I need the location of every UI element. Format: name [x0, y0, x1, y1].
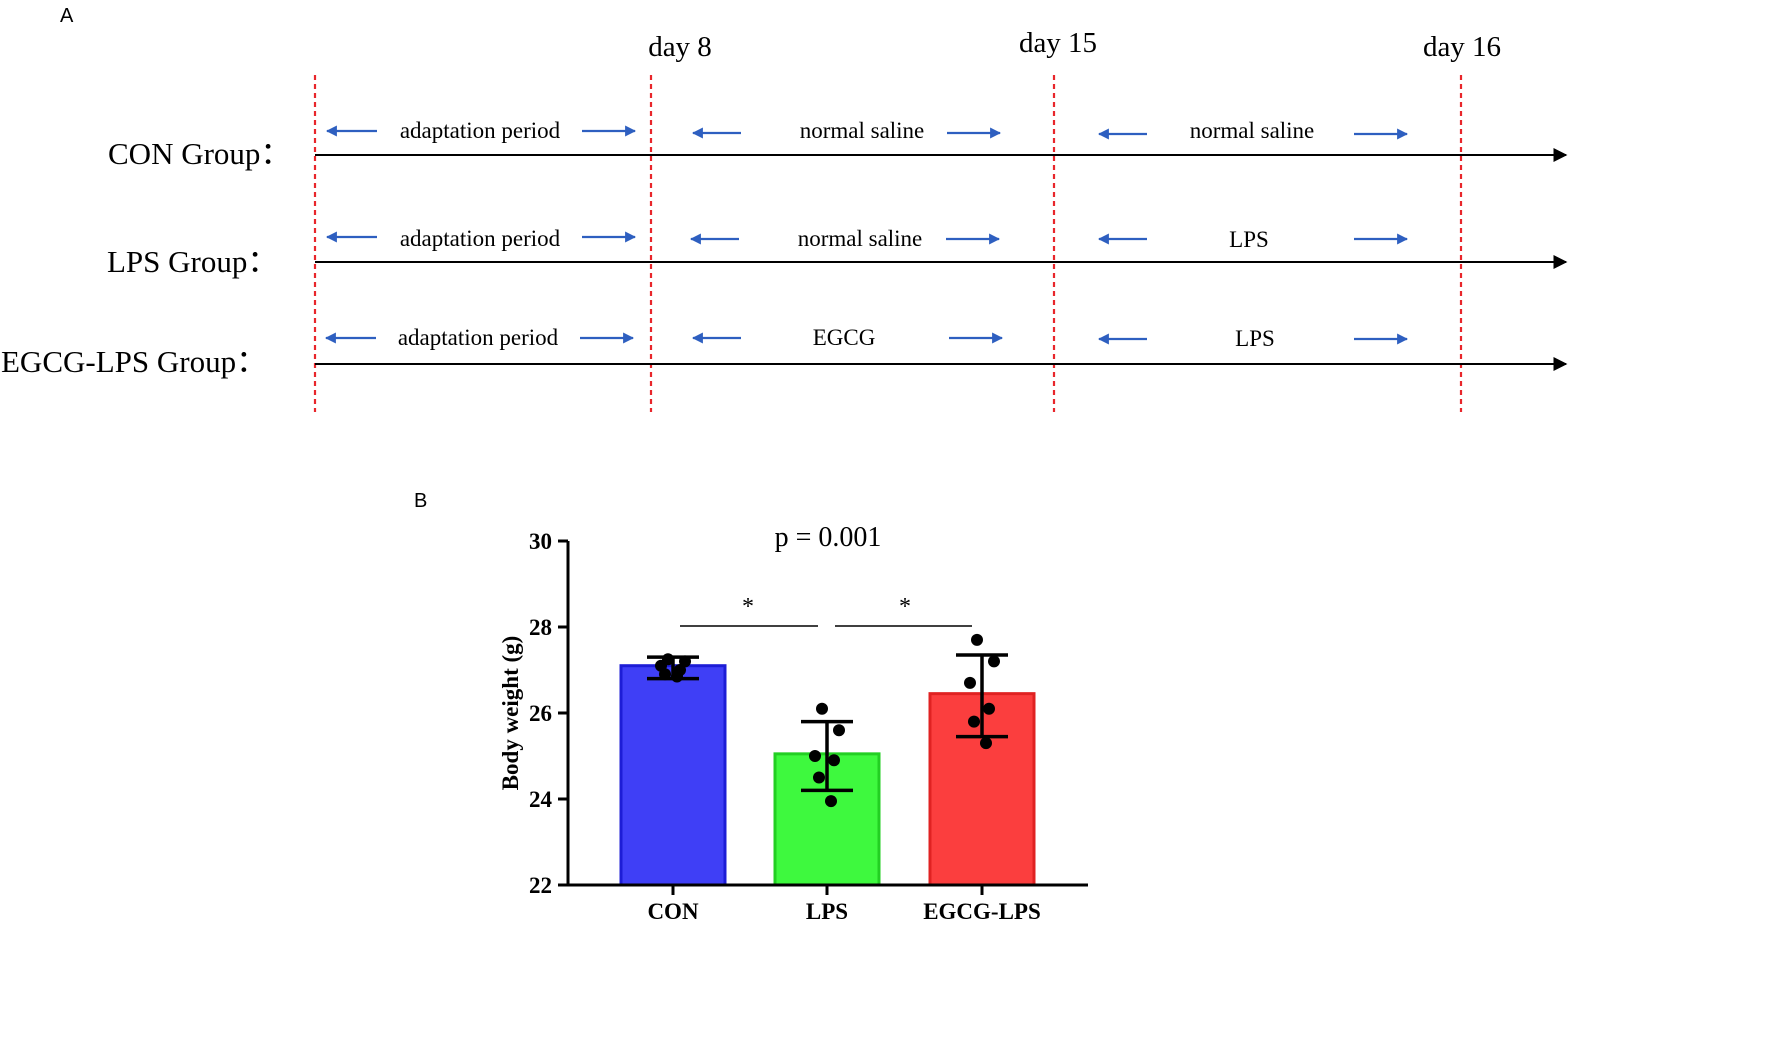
- group-label-lps: LPS Group：: [107, 244, 278, 279]
- y-tick-label: 22: [529, 873, 552, 898]
- data-points: [655, 633, 1000, 808]
- group-label-con: CON Group：: [108, 136, 291, 171]
- period-label: adaptation period: [400, 226, 561, 251]
- day-label-16: day 16: [1423, 31, 1501, 63]
- y-tick-label: 26: [529, 701, 552, 726]
- period-label: normal saline: [1190, 118, 1315, 143]
- x-tick-label: CON: [647, 899, 699, 924]
- panel-a: A day 8 day 15 day 16 CON Group： adaptat…: [1, 5, 1568, 412]
- timeline-row-con: CON Group： adaptation period normal sali…: [108, 118, 1568, 171]
- x-axis-labels: CON LPS EGCG-LPS: [647, 885, 1041, 924]
- period-label: EGCG: [813, 325, 876, 350]
- panel-b: B p = 0.001 Body weight (g) 22 24 26 28 30 C…: [414, 490, 1088, 924]
- period-label: LPS: [1229, 227, 1269, 252]
- timeline-row-egcg-lps: EGCG-LPS Group： adaptation period EGCG L…: [1, 325, 1568, 379]
- data-point: [988, 655, 1000, 668]
- x-tick-label: EGCG-LPS: [923, 899, 1041, 924]
- timeline-row-lps: LPS Group： adaptation period normal sali…: [107, 226, 1568, 279]
- p-value-text: p = 0.001: [775, 522, 882, 553]
- data-point: [825, 795, 837, 808]
- group-label-egcg-lps: EGCG-LPS Group：: [1, 344, 267, 379]
- bar-egcg-lps: [928, 692, 1036, 887]
- data-point: [816, 702, 828, 715]
- significance-star: *: [742, 594, 754, 620]
- data-point: [971, 633, 983, 646]
- day-label-15: day 15: [1019, 27, 1097, 59]
- day-label-8: day 8: [648, 31, 712, 63]
- panel-b-label: B: [414, 490, 427, 512]
- data-point: [828, 754, 840, 767]
- panel-a-label: A: [60, 5, 74, 27]
- bar-con: [619, 664, 727, 887]
- data-point: [968, 715, 980, 728]
- significance-star: *: [899, 594, 911, 620]
- error-bars: [647, 653, 1008, 793]
- data-point: [659, 668, 671, 681]
- period-label: normal saline: [800, 118, 925, 143]
- data-point: [809, 750, 821, 762]
- bars: [619, 664, 1036, 887]
- y-axis-ticks: 22 24 26 28 30: [529, 529, 568, 898]
- data-point: [964, 676, 976, 689]
- data-point: [980, 737, 992, 750]
- y-axis-label: Body weight (g): [498, 636, 523, 791]
- y-tick-label: 28: [529, 615, 552, 640]
- period-label: LPS: [1235, 326, 1275, 351]
- period-label: normal saline: [798, 226, 923, 251]
- data-point: [671, 670, 683, 683]
- y-tick-label: 30: [529, 529, 552, 554]
- data-point: [813, 771, 825, 784]
- data-point: [833, 724, 845, 737]
- period-label: adaptation period: [398, 325, 559, 350]
- bar-lps: [773, 752, 881, 887]
- y-tick-label: 24: [529, 787, 553, 812]
- data-point: [983, 702, 995, 715]
- period-label: adaptation period: [400, 118, 561, 143]
- x-tick-label: LPS: [806, 899, 848, 924]
